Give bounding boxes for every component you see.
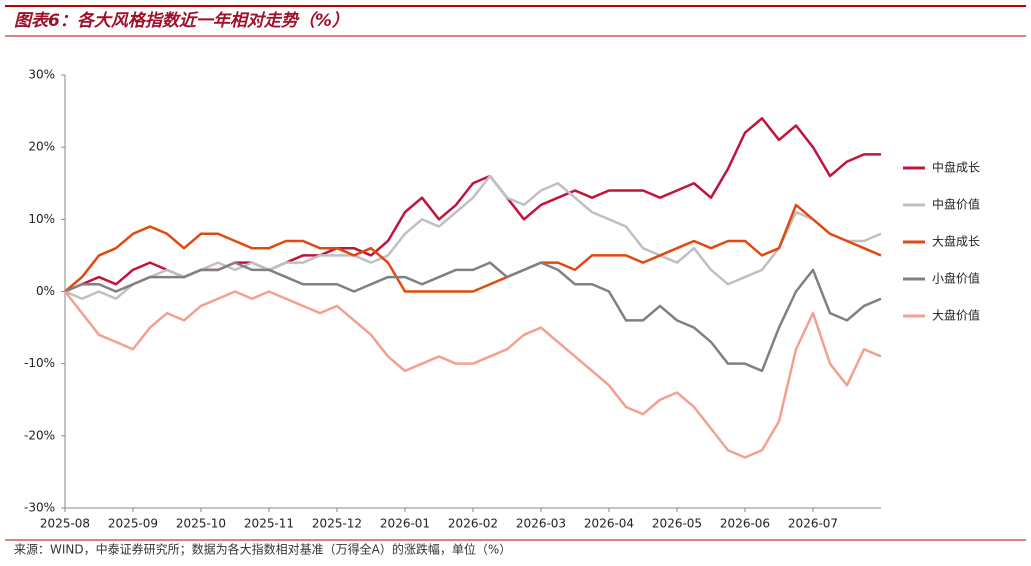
y-tick-label: 0% [36, 284, 55, 298]
x-tick-label: 2026-05 [652, 517, 702, 531]
x-tick-label: 2026-01 [380, 517, 430, 531]
series-line [64, 203, 882, 293]
x-tick-label: 2025-08 [40, 517, 90, 531]
y-tick-label: 30% [28, 68, 55, 82]
series-line [64, 290, 882, 459]
y-tick-label: -30% [24, 501, 55, 515]
y-tick-label: -20% [24, 428, 55, 442]
source-note: 来源：WIND，中泰证券研究所；数据为各大指数相对基准（万得全A）的涨跌幅，单位… [14, 542, 511, 557]
x-tick-label: 2026-03 [516, 517, 566, 531]
legend-label: 大盘成长 [932, 234, 980, 249]
series-line [64, 117, 881, 293]
legend-label: 中盘价值 [932, 197, 980, 212]
legend-label: 大盘价值 [932, 308, 980, 323]
y-tick-label: 10% [28, 212, 55, 226]
x-tick-label: 2026-06 [720, 517, 770, 531]
legend-label: 小盘价值 [932, 271, 980, 286]
series-line [64, 174, 882, 300]
x-tick-label: 2025-09 [108, 517, 158, 531]
legend-label: 中盘成长 [932, 160, 980, 175]
x-tick-label: 2025-11 [244, 517, 294, 531]
x-tick-label: 2026-04 [584, 517, 634, 531]
y-tick-label: -10% [24, 356, 55, 370]
x-tick-label: 2025-12 [312, 517, 362, 531]
y-tick-label: 20% [28, 140, 55, 154]
x-tick-label: 2025-10 [176, 517, 226, 531]
x-tick-label: 2026-07 [788, 517, 838, 531]
x-tick-label: 2026-02 [448, 517, 498, 531]
series-line [64, 261, 882, 373]
chart-title: 图表6：各大风格指数近一年相对走势（%） [14, 11, 349, 31]
